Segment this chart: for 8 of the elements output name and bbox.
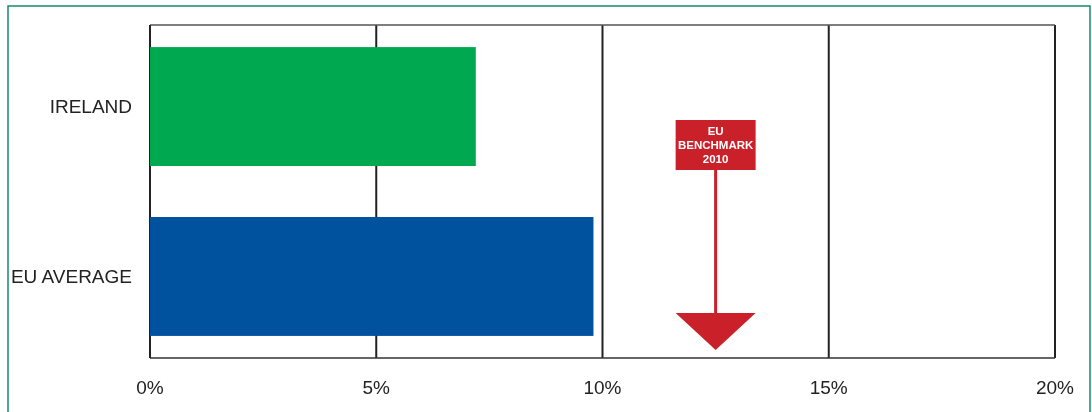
x-tick-label: 0% (136, 377, 164, 398)
x-tick-label: 10% (583, 377, 622, 398)
ref-line-label: EU BENCHMARK 2010 (677, 125, 755, 165)
x-tick-label: 20% (1035, 377, 1075, 398)
x-tick-label: 15% (809, 377, 848, 398)
y-tick-label: IRELAND (49, 96, 132, 118)
y-tick-label: EU AVERAGE (10, 266, 132, 288)
x-tick-label: 5% (362, 377, 391, 398)
